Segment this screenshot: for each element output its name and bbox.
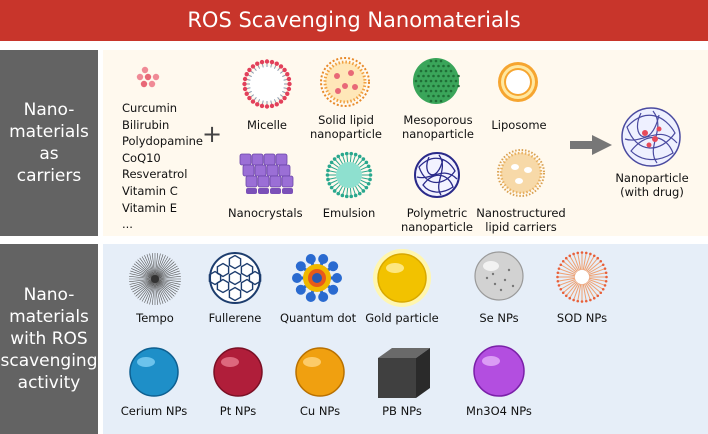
scavenging-side-label-line: activity (17, 373, 81, 393)
scavenging-side-label: Nano- materials with ROS scavenging acti… (0, 244, 98, 434)
material-label-se: Se NPs (479, 311, 519, 325)
carriers-side-label-line: materials (9, 122, 89, 142)
drug-loaded-nanoparticle-icon (621, 107, 681, 167)
pt-nps-icon (213, 347, 263, 397)
carrier-label-nlc: Nanostructured lipid carriers (476, 206, 566, 234)
material-label-cerium: Cerium NPs (120, 404, 188, 418)
se-nps-icon (474, 251, 524, 301)
material-label-sod: SOD NPs (556, 311, 608, 325)
carrier-label-liposome: Liposome (491, 118, 547, 132)
cerium-nps-icon (129, 347, 179, 397)
material-label-tempo: Tempo (136, 311, 174, 325)
material-label-gold: Gold particle (365, 311, 439, 325)
drug-molecules-icon (136, 66, 160, 88)
drug-list: Curcumin Bilirubin Polydopamine CoQ10 Re… (122, 100, 203, 233)
liposome-icon (498, 62, 538, 102)
scavenging-side-label-line: with ROS (10, 329, 88, 349)
scavenging-side-label-line: scavenging (0, 351, 98, 371)
carrier-label-micelle: Micelle (247, 118, 287, 132)
arrow-right-icon (570, 135, 612, 155)
material-label-pt: Pt NPs (219, 404, 257, 418)
drug-item: Bilirubin (122, 117, 170, 132)
nanocrystals-icon (239, 153, 294, 194)
carriers-side-label-line: as (39, 144, 59, 164)
drug-item: Resveratrol (122, 167, 188, 182)
title-bar (0, 0, 708, 41)
drug-item: Curcumin (122, 101, 178, 115)
nanostructured-lipid-carrier-icon (497, 149, 545, 197)
micelle-icon (242, 59, 292, 109)
carrier-label-mesoporous: Mesoporous nanoparticle (401, 113, 475, 141)
cu-nps-icon (295, 347, 345, 397)
scavenging-side-label-line: materials (9, 307, 89, 327)
sod-nps-icon (556, 251, 608, 303)
drug-item: Vitamin E (122, 200, 177, 215)
quantum-dot-icon (292, 253, 342, 303)
figure-title: ROS Scavenging Nanomaterials (187, 8, 521, 32)
polymeric-nanoparticle-icon (414, 152, 460, 198)
carriers-side-label-line: Nano- (23, 100, 75, 120)
mn3o4-nps-icon (473, 345, 525, 397)
drug-item: ... (122, 217, 133, 232)
plus-sign: + (202, 120, 223, 148)
drug-item: Polydopamine (122, 134, 204, 149)
pb-nps-icon (378, 348, 430, 398)
carriers-side-label-line: carriers (16, 166, 82, 186)
carriers-side-label: Nano- materials as carriers (0, 50, 98, 236)
drug-item: CoQ10 (122, 150, 161, 165)
material-label-pb: PB NPs (382, 404, 422, 418)
carrier-label-solid-lipid: Solid lipid nanoparticle (309, 113, 383, 141)
scavenging-side-label-line: Nano- (23, 285, 75, 305)
carrier-label-polymeric: Polymetric nanoparticle (400, 206, 474, 234)
solid-lipid-nanoparticle-icon (320, 57, 370, 107)
material-label-mn3o4: Mn3O4 NPs (466, 404, 532, 418)
gold-particle-icon (373, 249, 431, 307)
mesoporous-nanoparticle-icon (413, 58, 460, 104)
drug-item: Vitamin C (122, 183, 178, 198)
fullerene-icon (208, 252, 262, 304)
material-label-fullerene: Fullerene (208, 311, 262, 325)
result-label: Nanoparticle (with drug) (615, 171, 689, 199)
carrier-label-nanocrystals: Nanocrystals (228, 206, 303, 220)
tempo-icon (129, 253, 181, 305)
material-label-cu: Cu NPs (299, 404, 341, 418)
carrier-label-emulsion: Emulsion (322, 206, 376, 220)
emulsion-icon (325, 151, 373, 199)
material-label-quantum-dot: Quantum dot (280, 311, 357, 325)
